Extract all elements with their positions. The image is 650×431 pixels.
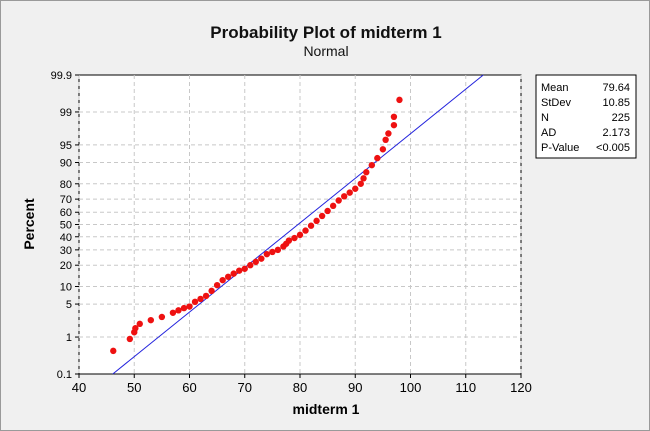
x-axis-label: midterm 1: [293, 401, 360, 417]
y-tick-label: 30: [60, 245, 72, 257]
data-point: [158, 313, 166, 321]
data-point: [390, 113, 398, 120]
x-tick-label: 60: [182, 380, 196, 395]
y-tick-label: 99: [60, 107, 72, 119]
data-point: [329, 202, 337, 210]
x-tick-label: 110: [455, 380, 476, 395]
stat-label: N: [541, 112, 549, 124]
data-point: [313, 217, 320, 225]
data-point: [263, 250, 271, 258]
data-point: [247, 262, 254, 269]
x-tick-label: 70: [238, 380, 252, 395]
data-point: [258, 255, 265, 262]
x-tick-label: 50: [127, 380, 141, 395]
data-point: [269, 248, 276, 256]
data-point: [302, 227, 309, 234]
data-point: [274, 246, 282, 254]
data-point: [363, 169, 370, 176]
data-point: [186, 303, 193, 310]
data-point: [230, 270, 237, 277]
chart-subtitle: Normal: [303, 43, 348, 59]
data-point: [175, 307, 182, 314]
data-point: [291, 234, 298, 242]
data-point: [202, 292, 210, 300]
stats-box: [535, 74, 637, 159]
y-tick-label: 5: [66, 299, 72, 311]
data-point: [335, 197, 342, 204]
y-tick-label: 99.9: [51, 70, 72, 82]
stat-value: <0.005: [596, 142, 630, 154]
y-axis-label: Percent: [21, 198, 37, 250]
data-point: [236, 267, 243, 274]
y-tick-label: 10: [60, 281, 72, 293]
data-point: [110, 347, 117, 355]
data-point: [241, 265, 248, 272]
data-point: [390, 121, 398, 129]
data-point: [357, 180, 364, 187]
chart-title: Probability Plot of midterm 1: [210, 23, 441, 42]
y-tick-label: 80: [60, 179, 72, 191]
y-tick-label: 95: [60, 140, 72, 152]
normal-fit-line: [112, 74, 484, 375]
stat-label: P-Value: [541, 142, 579, 154]
data-point: [224, 273, 232, 280]
data-point: [346, 189, 353, 196]
stat-label: AD: [541, 127, 556, 139]
x-tick-label: 80: [293, 380, 307, 395]
data-point: [252, 258, 259, 266]
data-point: [136, 320, 143, 328]
data-point: [126, 335, 134, 343]
data-point: [285, 237, 293, 244]
stat-label: StDev: [541, 97, 571, 109]
x-tick-label: 100: [400, 380, 422, 395]
data-point: [396, 96, 403, 104]
data-point: [352, 185, 359, 192]
stat-value: 79.64: [602, 82, 630, 94]
data-point: [208, 287, 215, 295]
data-point: [147, 316, 155, 324]
data-point: [374, 154, 381, 162]
data-point: [307, 222, 315, 229]
stats-table: Mean 79.64 StDev 10.85 N 225 AD 2.173 P-Value <0.…: [541, 82, 630, 154]
data-point: [132, 325, 139, 332]
y-tick-label: 40: [60, 232, 72, 244]
data-point: [324, 207, 331, 215]
data-point: [379, 146, 387, 153]
y-tick-label: 60: [60, 207, 72, 219]
data-point: [180, 304, 188, 312]
x-axis-ticks: 40 50 60 70 80 90 100 110 120: [72, 374, 532, 395]
y-tick-label: 50: [60, 220, 72, 232]
data-point: [213, 281, 221, 289]
stat-label: Mean: [541, 82, 569, 94]
data-point: [197, 295, 204, 303]
data-points: [110, 96, 403, 355]
data-point: [318, 212, 326, 220]
x-tick-label: 90: [348, 380, 362, 395]
stat-value: 2.173: [602, 127, 630, 139]
data-point: [368, 161, 376, 169]
x-tick-label: 40: [72, 380, 86, 395]
data-point: [385, 130, 392, 137]
data-point: [296, 231, 304, 239]
y-tick-label: 70: [60, 194, 72, 206]
data-point: [360, 175, 367, 182]
data-point: [341, 193, 348, 200]
data-point: [169, 309, 177, 316]
x-tick-label: 120: [510, 380, 532, 395]
y-tick-label: 0.1: [57, 369, 72, 381]
stat-value: 225: [612, 112, 630, 124]
data-point: [382, 136, 389, 144]
data-point: [191, 298, 199, 306]
y-tick-label: 20: [60, 260, 72, 272]
stat-value: 10.85: [602, 97, 630, 109]
data-point: [219, 276, 226, 284]
y-tick-label: 1: [66, 332, 72, 344]
y-tick-label: 90: [60, 158, 72, 170]
